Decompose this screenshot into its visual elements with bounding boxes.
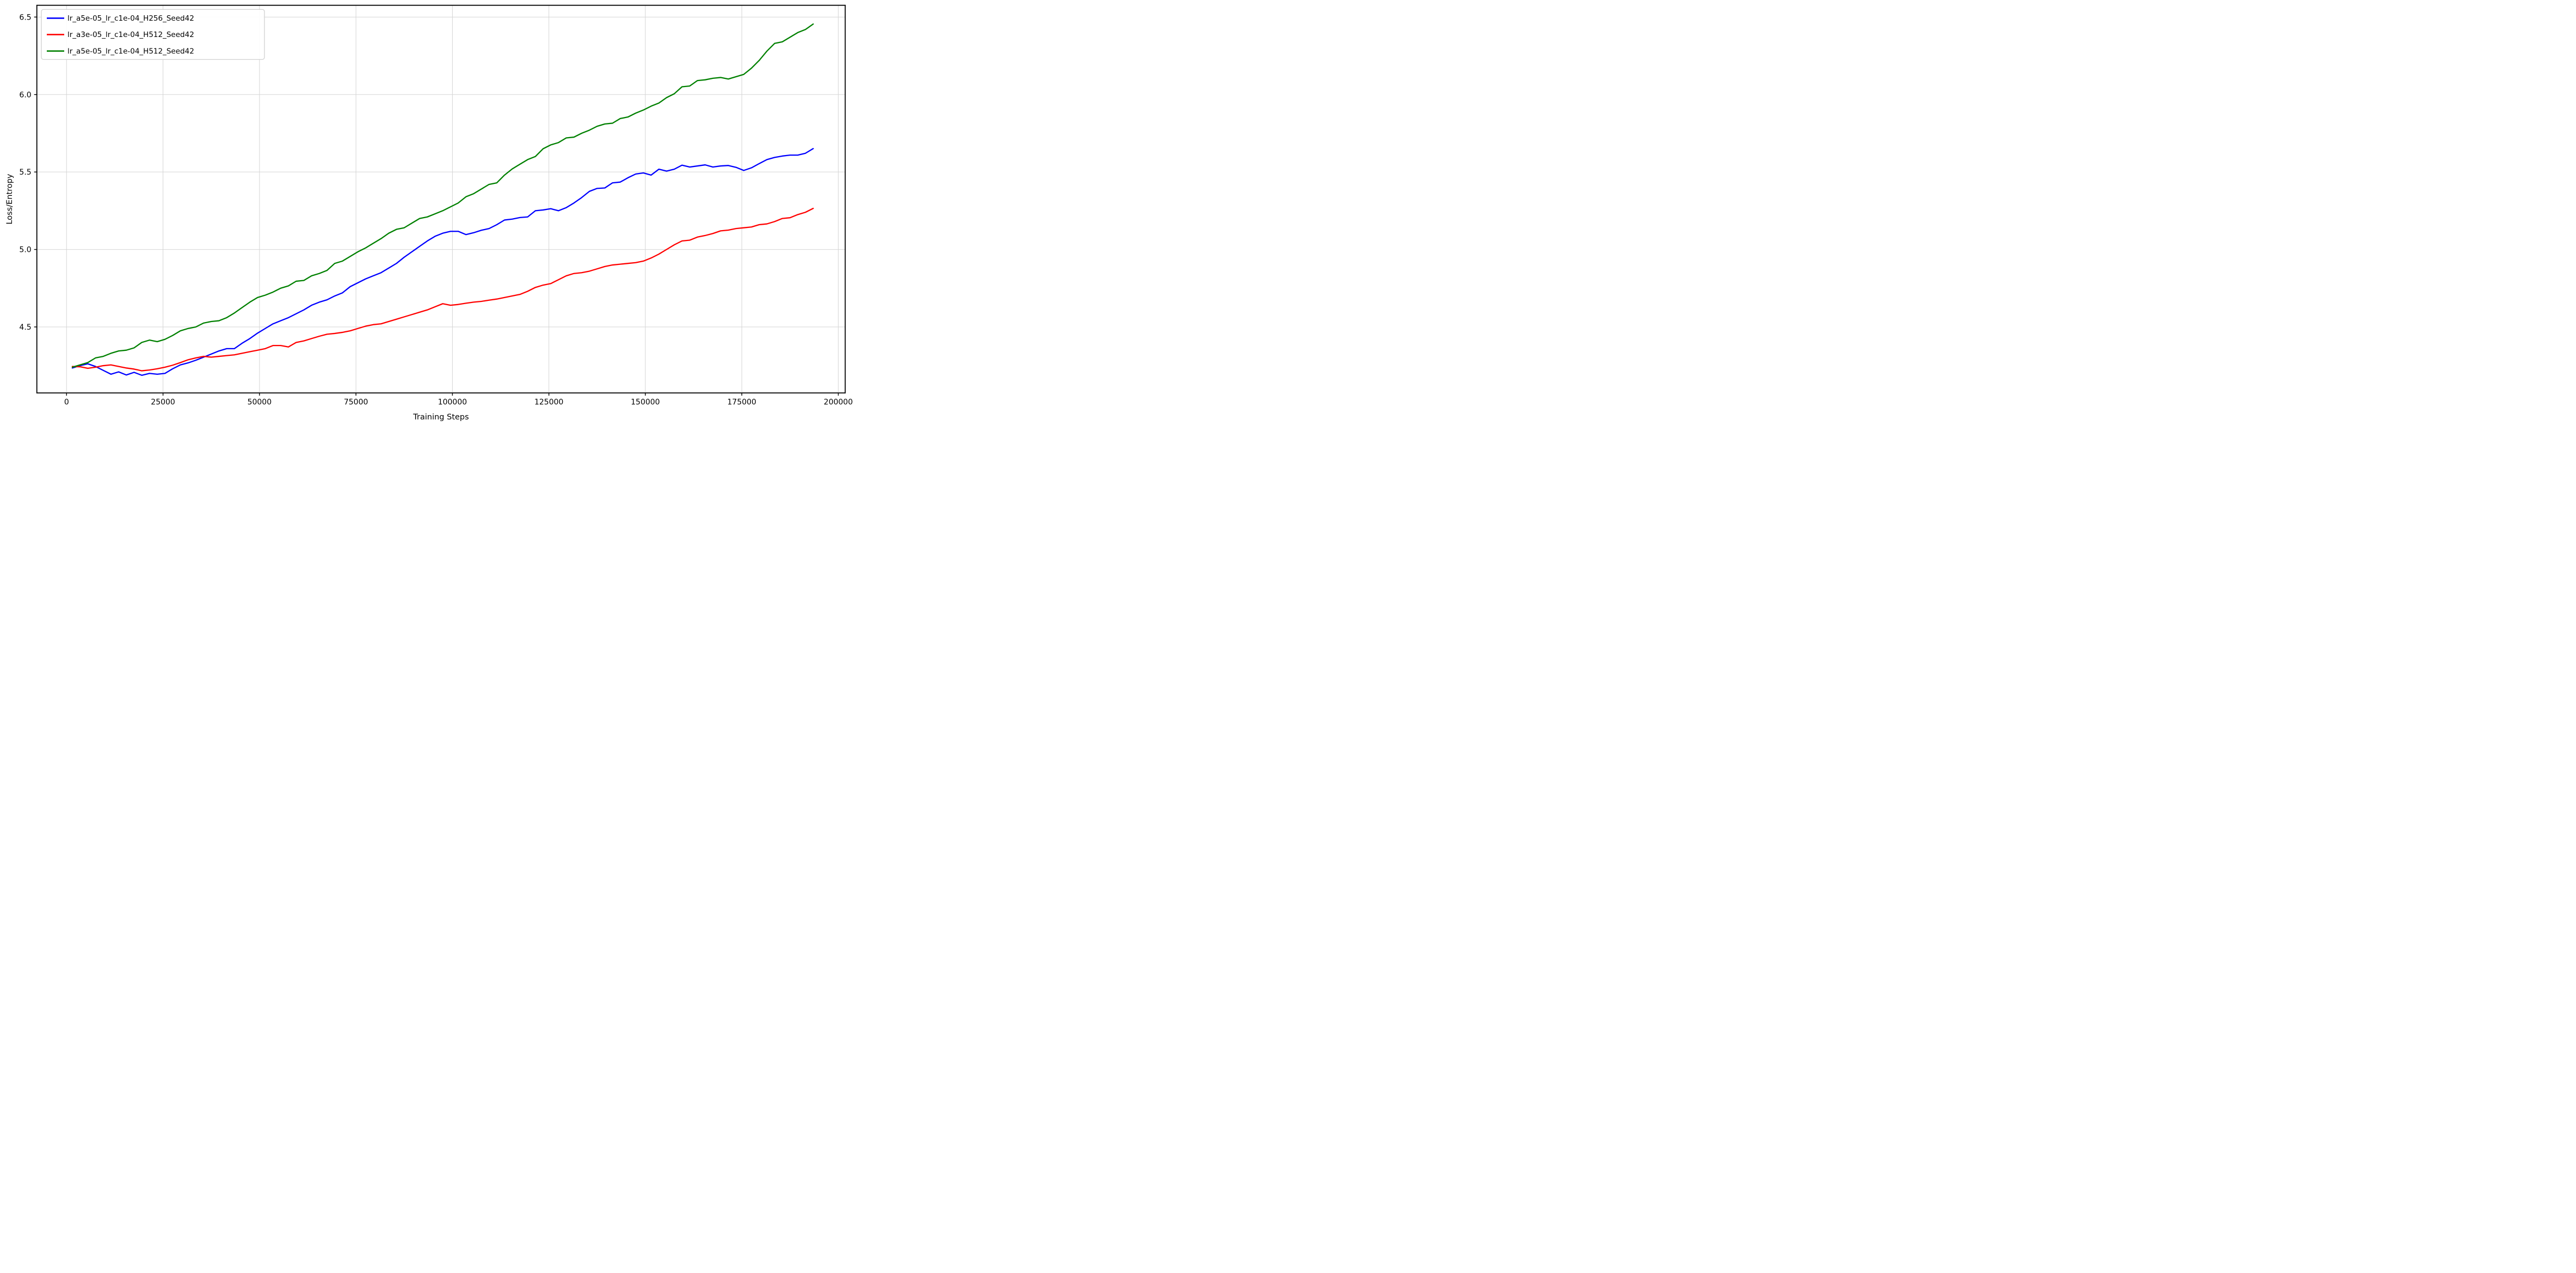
- legend-label-green: lr_a5e-05_lr_c1e-04_H512_Seed42: [67, 47, 194, 55]
- grid-lines: [36, 5, 846, 393]
- x-tick-label: 200000: [824, 398, 853, 406]
- legend: lr_a5e-05_lr_c1e-04_H256_Seed42 lr_a3e-0…: [41, 9, 265, 60]
- y-tick-label: 6.0: [19, 91, 31, 100]
- x-tick-label: 75000: [344, 398, 368, 406]
- y-tick-label: 5.0: [19, 246, 31, 255]
- y-axis-label: Loss/Entropy: [5, 174, 14, 224]
- x-tick-label: 25000: [151, 398, 175, 406]
- axis-tick-labels: 0 25000 50000 75000 100000 125000 150000 175000…: [19, 13, 853, 406]
- series-lines: [71, 23, 814, 376]
- x-axis-label: Training Steps: [412, 413, 469, 422]
- axes-spines: [36, 4, 846, 394]
- legend-label-blue: lr_a5e-05_lr_c1e-04_H256_Seed42: [67, 14, 194, 23]
- x-tick-label: 100000: [438, 398, 467, 406]
- line-chart: 0 25000 50000 75000 100000 125000 150000 175000…: [5, 4, 853, 422]
- plot-border: [36, 4, 846, 394]
- axis-ticks: [34, 16, 839, 396]
- x-tick-label: 0: [64, 398, 69, 406]
- y-tick-label: 4.5: [19, 323, 31, 332]
- legend-label-red: lr_a3e-05_lr_c1e-04_H512_Seed42: [67, 30, 194, 39]
- x-tick-label: 50000: [248, 398, 272, 406]
- figure: 0 25000 50000 75000 100000 125000 150000 175000…: [0, 0, 859, 424]
- y-tick-label: 6.5: [19, 13, 31, 22]
- legend-box: [41, 9, 265, 60]
- x-tick-label: 150000: [631, 398, 660, 406]
- series-line-1: [71, 207, 814, 372]
- x-tick-label: 175000: [728, 398, 756, 406]
- x-tick-label: 125000: [534, 398, 563, 406]
- series-line-2: [71, 23, 814, 368]
- series-line-0: [71, 147, 814, 376]
- y-tick-label: 5.5: [19, 168, 31, 177]
